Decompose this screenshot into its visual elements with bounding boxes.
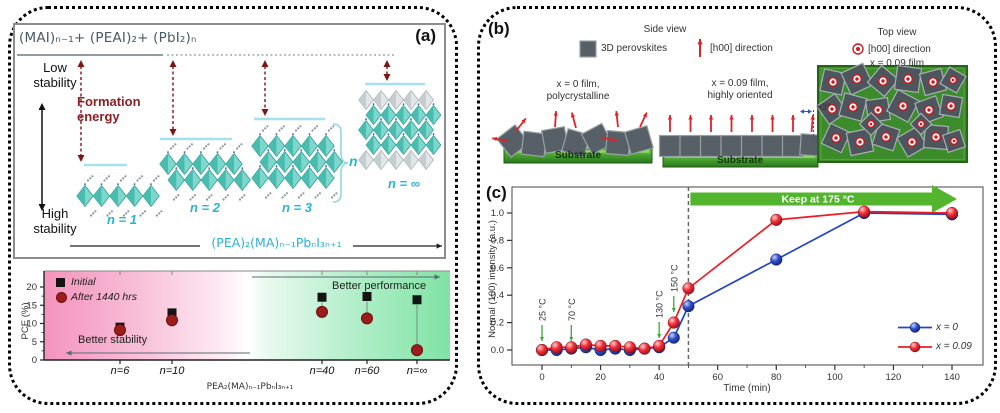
c-legend-x009-label: x = 0.09 [936, 341, 972, 352]
svg-text:150 °C: 150 °C [669, 264, 679, 292]
legend-h00-direction-label: [h00] direction [710, 43, 773, 54]
better-performance-label: Better performance [332, 280, 427, 292]
substrate-label-mid: Substrate [716, 155, 764, 166]
legend-row-initial: Initial [56, 276, 137, 288]
left-group-border [8, 6, 458, 405]
panel-c-graphic: Normal (100) intensity (a.u.) Time (min)… [487, 185, 984, 394]
c-ylabel: Normal (100) intensity (a.u.) [487, 220, 498, 338]
svg-text:0.0: 0.0 [491, 345, 504, 356]
substrate-label-left: Substrate [554, 150, 602, 161]
svg-text:10: 10 [26, 319, 37, 330]
film-left-caption: x = 0 film, polycrystalline [546, 79, 610, 102]
svg-text:Keep at 175 °C: Keep at 175 °C [781, 194, 854, 206]
film-mid-caption: x = 0.09 film, highly oriented [707, 78, 773, 101]
svg-text:15: 15 [26, 300, 37, 311]
brace-label: n [349, 153, 358, 169]
top-view-title: Top view [877, 27, 917, 38]
panel-a-label: (a) [415, 26, 436, 45]
svg-text:0: 0 [32, 355, 37, 366]
angle-label: ≈3° [817, 102, 831, 112]
pce-chart-graphic: PCE (%) 0 5 10 15 20 n=6 n=10 n=40 n=60 n=∞ [20, 270, 450, 377]
svg-text:25 °C: 25 °C [538, 298, 548, 321]
structure-label-n1: n = 1 [107, 212, 137, 227]
svg-text:20: 20 [595, 372, 606, 383]
pce-chart: PCE (%) 0 5 10 15 20 n=6 n=10 n=40 n=60 n=∞ Initi… [20, 264, 460, 402]
better-stability-label: Better stability [78, 334, 148, 346]
c-xlabel: Time (min) [723, 383, 770, 394]
legend-3d-perovskites-label: 3D perovskites [601, 43, 668, 54]
svg-text:120: 120 [885, 372, 901, 383]
top-legend-film-label: x = 0.09 film [869, 58, 925, 69]
panel-b-label: (b) [488, 19, 510, 38]
reactants-formula: (MAI)ₙ₋₁+ (PEAI)₂+ (PbI₂)ₙ [19, 30, 197, 46]
svg-text:0: 0 [539, 372, 544, 383]
right-group-border [477, 6, 997, 405]
panel-c-label: (c) [486, 183, 507, 202]
structure-label-n2: n = 2 [190, 200, 220, 215]
structure-label-n3: n = 3 [282, 200, 312, 215]
c-legend-x0-label: x = 0 [936, 322, 958, 333]
initial-square-marker [56, 277, 65, 287]
low-stability-label: Low stability [33, 60, 77, 90]
top-legend-h00-label: [h00] direction [868, 44, 931, 55]
svg-text:n=∞: n=∞ [407, 365, 428, 377]
svg-text:0.6: 0.6 [491, 263, 504, 274]
panel-a: (a) (MAI)ₙ₋₁+ (PEAI)₂+ (PbI₂)ₙ Low stabi… [13, 23, 446, 259]
svg-text:140: 140 [944, 372, 960, 383]
svg-text:80: 80 [771, 372, 782, 383]
panel-b: (b) Side view 3D perovskites [h00] direc… [480, 15, 993, 177]
svg-text:n=10: n=10 [160, 365, 186, 377]
structure-label-ninf: n = ∞ [387, 176, 421, 191]
panel-c: Normal (100) intensity (a.u.) Time (min)… [480, 175, 993, 403]
side-view-title: Side view [643, 24, 687, 35]
high-stability-label: High stability [33, 206, 77, 236]
legend-after-label: After 1440 hrs [71, 291, 137, 304]
pce-ylabel: PCE (%) [20, 303, 31, 340]
svg-text:20: 20 [26, 282, 37, 293]
legend-initial-label: Initial [71, 276, 96, 288]
svg-text:0.8: 0.8 [491, 235, 504, 246]
svg-text:60: 60 [712, 372, 723, 383]
svg-text:n=6: n=6 [111, 365, 131, 377]
svg-text:1.0: 1.0 [491, 208, 504, 219]
svg-text:n=60: n=60 [355, 365, 381, 377]
legend-row-after: After 1440 hrs [56, 291, 137, 303]
svg-text:70 °C: 70 °C [567, 298, 577, 321]
svg-text:0.2: 0.2 [491, 318, 504, 329]
svg-text:5: 5 [32, 337, 37, 348]
panel-b-graphic [492, 39, 968, 168]
panel-a-graphic [17, 54, 442, 249]
pce-legend: Initial After 1440 hrs [56, 276, 137, 306]
svg-text:100: 100 [827, 372, 843, 383]
svg-text:130 °C: 130 °C [655, 290, 665, 318]
svg-text:40: 40 [654, 372, 665, 383]
product-formula: (PEA)₂(MA)ₙ₋₁PbₙI₃ₙ₊₁ [211, 235, 342, 250]
svg-text:n=40: n=40 [310, 365, 336, 377]
after-circle-marker [56, 291, 67, 303]
svg-text:0.4: 0.4 [491, 290, 504, 301]
pce-xlabel: PEA₂(MA)ₙ₋₁PbₙI₃ₙ₊₁ [206, 382, 294, 392]
formation-energy-label: Formation energy [77, 94, 141, 124]
